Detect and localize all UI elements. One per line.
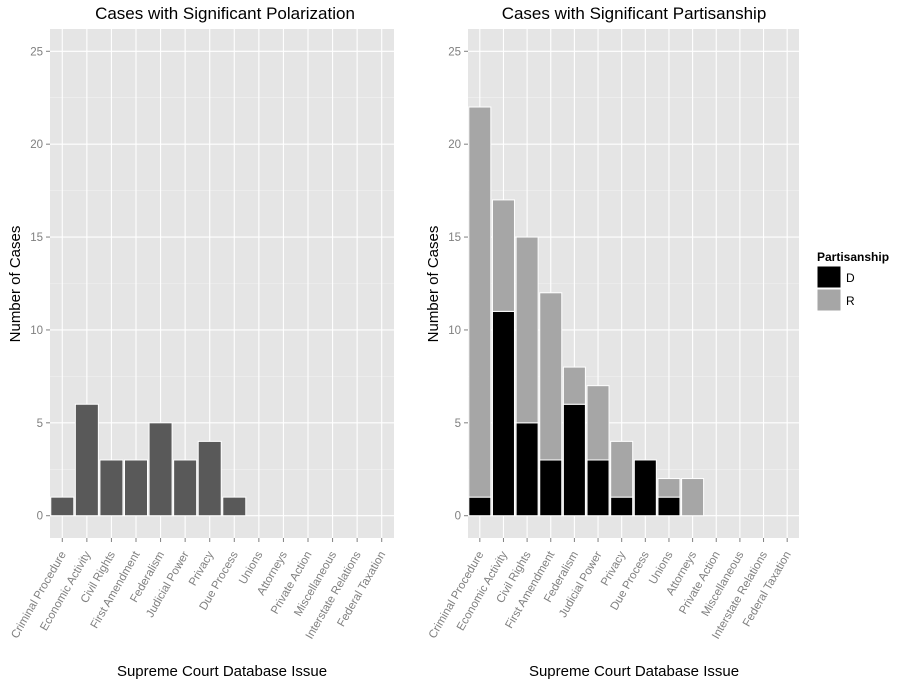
bar-judicial-power-d — [586, 459, 610, 517]
bar-federalism-d — [562, 403, 586, 517]
y-tick-label: 5 — [37, 418, 43, 430]
bar-judicial-power-r — [586, 385, 610, 461]
bar-criminal-procedure-r — [468, 106, 492, 498]
y-tick-label: 20 — [30, 139, 43, 151]
polarization-grid — [50, 29, 394, 538]
y-tick-label: 15 — [30, 232, 43, 244]
partisanship-chart-title: Cases with Significant Partisanship — [502, 4, 767, 23]
partisanship-legend: Partisanship D R — [816, 250, 889, 312]
y-tick-label: 5 — [455, 418, 461, 430]
polarization-chart-title: Cases with Significant Polarization — [95, 4, 355, 23]
bar-due-process — [222, 496, 247, 517]
bar-unions-r — [657, 478, 681, 498]
polarization-chart: Cases with Significant Polarization 0 5 10… — [7, 4, 394, 680]
bar-federalism-r — [562, 366, 586, 405]
polarization-y-axis-label: Number of Cases — [7, 226, 24, 343]
partisanship-x-axis-label: Supreme Court Database Issue — [529, 663, 739, 680]
legend-label-r: R — [846, 294, 855, 308]
bar-unions-d — [657, 496, 681, 517]
y-tick-label: 25 — [448, 46, 461, 58]
bar-economic-activity-r — [491, 199, 515, 312]
y-tick-label: 25 — [30, 46, 43, 58]
y-tick-label: 10 — [448, 325, 461, 337]
bar-judicial-power — [173, 459, 198, 517]
partisanship-chart: Cases with Significant Partisanship 0 5 10… — [425, 4, 889, 680]
y-tick-label: 15 — [448, 232, 461, 244]
bar-federalism — [148, 422, 173, 517]
legend-title: Partisanship — [817, 250, 889, 264]
bar-privacy — [197, 440, 222, 517]
partisanship-y-ticks: 0 5 10 15 20 25 — [448, 46, 468, 523]
polarization-bars — [50, 403, 247, 517]
bar-criminal-procedure — [50, 496, 75, 517]
bar-civil-rights-d — [515, 422, 539, 517]
partisanship-bars — [468, 106, 705, 517]
bar-first-amendment-r — [539, 292, 563, 461]
bar-first-amendment — [124, 459, 148, 517]
y-tick-label: 10 — [30, 325, 43, 337]
y-tick-label: 0 — [455, 511, 461, 523]
y-tick-label: 0 — [37, 511, 43, 523]
partisanship-y-axis-label: Number of Cases — [425, 226, 442, 343]
polarization-y-ticks: 0 5 10 15 20 25 — [30, 46, 50, 523]
legend-swatch-d — [816, 265, 842, 289]
bar-economic-activity — [74, 403, 99, 517]
bar-economic-activity-d — [491, 310, 515, 517]
bar-privacy-r — [610, 440, 634, 498]
bar-attorneys-r — [681, 478, 705, 517]
bar-privacy-d — [610, 496, 634, 517]
y-tick-label: 20 — [448, 139, 461, 151]
bar-criminal-procedure-d — [468, 496, 492, 517]
polarization-x-axis-label: Supreme Court Database Issue — [117, 663, 327, 680]
legend-swatch-r — [816, 288, 842, 312]
bar-due-process-d — [633, 459, 657, 517]
bar-civil-rights-r — [515, 236, 539, 424]
bar-first-amendment-d — [539, 459, 563, 517]
legend-label-d: D — [846, 271, 855, 285]
bar-civil-rights — [99, 459, 124, 517]
